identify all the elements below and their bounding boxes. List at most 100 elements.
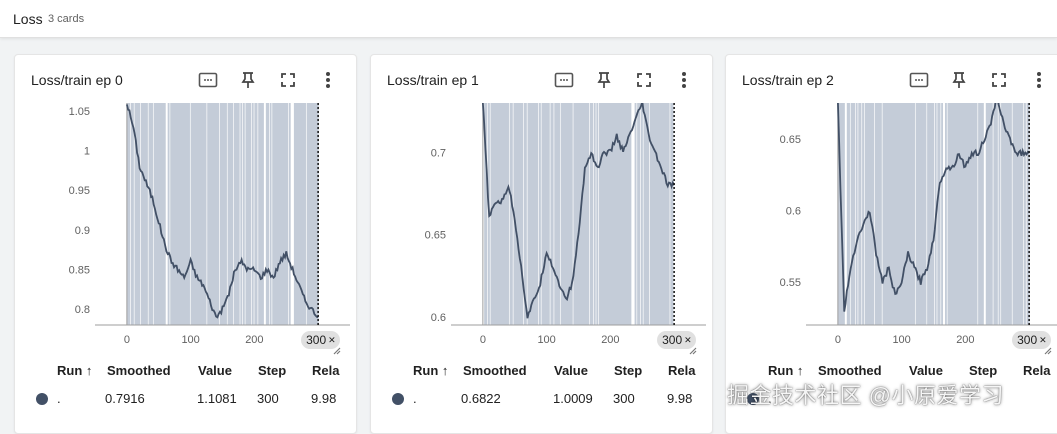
fit-domain-icon[interactable] <box>908 69 930 91</box>
raw-value-band <box>313 103 315 325</box>
step-selector-badge[interactable]: 300 ✕ <box>1012 331 1051 349</box>
raw-value-band <box>148 103 151 325</box>
column-header-run[interactable]: Run ↑ <box>57 363 93 378</box>
close-icon[interactable]: ✕ <box>684 335 692 345</box>
column-header-smoothed[interactable]: Smoothed <box>818 363 882 378</box>
column-header-value[interactable]: Value <box>909 363 943 378</box>
column-header-run[interactable]: Run ↑ <box>768 363 804 378</box>
raw-value-band <box>858 103 861 325</box>
raw-value-band <box>596 103 599 325</box>
resize-handle-icon[interactable] <box>1044 347 1052 355</box>
raw-value-band <box>637 103 640 325</box>
card-group-header[interactable]: Loss 3 cards <box>0 0 1057 38</box>
column-header-relative[interactable]: Rela <box>312 363 340 378</box>
raw-value-band <box>900 103 903 325</box>
raw-value-band <box>886 103 889 325</box>
column-header-value[interactable]: Value <box>554 363 588 378</box>
raw-value-band <box>273 103 276 325</box>
more-vert-icon[interactable] <box>673 69 695 91</box>
close-icon[interactable]: ✕ <box>1039 335 1047 345</box>
fit-domain-icon[interactable] <box>553 69 575 91</box>
raw-value-band <box>191 103 194 325</box>
more-vert-icon[interactable] <box>317 69 339 91</box>
raw-value-band <box>905 103 908 325</box>
group-card-count: 3 cards <box>48 13 85 25</box>
raw-value-band <box>1021 103 1024 325</box>
column-header-step[interactable]: Step <box>258 363 287 378</box>
raw-value-band <box>130 103 133 325</box>
column-header-value[interactable]: Value <box>198 363 232 378</box>
raw-value-band <box>932 103 935 325</box>
column-header-step[interactable]: Step <box>614 363 643 378</box>
pin-icon[interactable] <box>948 69 970 91</box>
column-header-relative[interactable]: Rela <box>1023 363 1051 378</box>
pin-icon[interactable] <box>593 69 615 91</box>
raw-value-band <box>171 103 174 325</box>
raw-value-band <box>671 103 674 325</box>
raw-value-band <box>496 103 499 325</box>
close-icon[interactable]: ✕ <box>328 335 336 345</box>
raw-value-band <box>965 103 968 325</box>
run-color-swatch[interactable] <box>392 393 404 405</box>
raw-value-band <box>586 103 589 325</box>
raw-value-band <box>616 103 619 325</box>
column-header-smoothed[interactable]: Smoothed <box>107 363 171 378</box>
resize-handle-icon[interactable] <box>333 347 341 355</box>
run-color-swatch[interactable] <box>36 393 48 405</box>
raw-value-band <box>158 103 161 325</box>
raw-value-band <box>839 103 842 325</box>
raw-value-band <box>230 103 233 325</box>
raw-value-band <box>909 103 912 325</box>
raw-value-band <box>179 103 182 325</box>
raw-value-band <box>160 103 162 325</box>
fullscreen-icon[interactable] <box>633 69 655 91</box>
x-tick-label: 100 <box>892 334 910 346</box>
loss-chart[interactable]: 0.8 0.85 0.9 0.95 1 1.05 0 100 200 <box>15 99 357 359</box>
x-tick-label: 200 <box>601 334 619 346</box>
step-value: 300 <box>613 391 635 406</box>
fullscreen-icon[interactable] <box>988 69 1010 91</box>
raw-value-band <box>1026 103 1029 325</box>
raw-value-band <box>198 103 201 325</box>
raw-value-band <box>959 103 961 325</box>
raw-value-band <box>269 103 272 325</box>
raw-value-band <box>1020 103 1023 325</box>
fullscreen-icon[interactable] <box>277 69 299 91</box>
raw-value-band <box>644 103 647 325</box>
raw-value-band <box>879 103 882 325</box>
step-selector-badge[interactable]: 300 ✕ <box>657 331 696 349</box>
raw-value-band <box>156 103 159 325</box>
column-header-smoothed[interactable]: Smoothed <box>463 363 527 378</box>
step-selector-badge[interactable]: 300 ✕ <box>301 331 340 349</box>
raw-value-band <box>593 103 596 325</box>
raw-value-band <box>509 103 512 325</box>
raw-value-band <box>499 103 502 325</box>
raw-value-band <box>542 103 545 325</box>
raw-value-band <box>521 103 523 325</box>
card-title: Loss/train ep 2 <box>742 72 834 88</box>
run-color-swatch[interactable] <box>747 393 759 405</box>
column-header-step[interactable]: Step <box>969 363 998 378</box>
raw-value-band <box>995 103 998 325</box>
column-header-run[interactable]: Run ↑ <box>413 363 449 378</box>
raw-value-band <box>979 103 982 325</box>
raw-value-band <box>175 103 178 325</box>
raw-value-band <box>657 103 660 325</box>
raw-value-band <box>850 103 853 325</box>
x-tick-label: 100 <box>537 334 555 346</box>
raw-value-band <box>865 103 868 325</box>
raw-value-band <box>199 103 202 325</box>
raw-value-band <box>299 103 301 325</box>
raw-value-band <box>498 103 501 325</box>
column-header-relative[interactable]: Rela <box>668 363 696 378</box>
raw-value-band <box>535 103 538 325</box>
more-vert-icon[interactable] <box>1028 69 1050 91</box>
resize-handle-icon[interactable] <box>689 347 697 355</box>
loss-chart[interactable]: 0.6 0.65 0.7 0 100 200 <box>371 99 713 359</box>
pin-icon[interactable] <box>237 69 259 91</box>
loss-chart[interactable]: 0.55 0.6 0.65 0 100 200 <box>726 99 1057 359</box>
raw-value-band <box>518 103 521 325</box>
sort-arrow-icon: ↑ <box>441 363 449 378</box>
raw-value-band <box>981 103 984 325</box>
fit-domain-icon[interactable] <box>197 69 219 91</box>
